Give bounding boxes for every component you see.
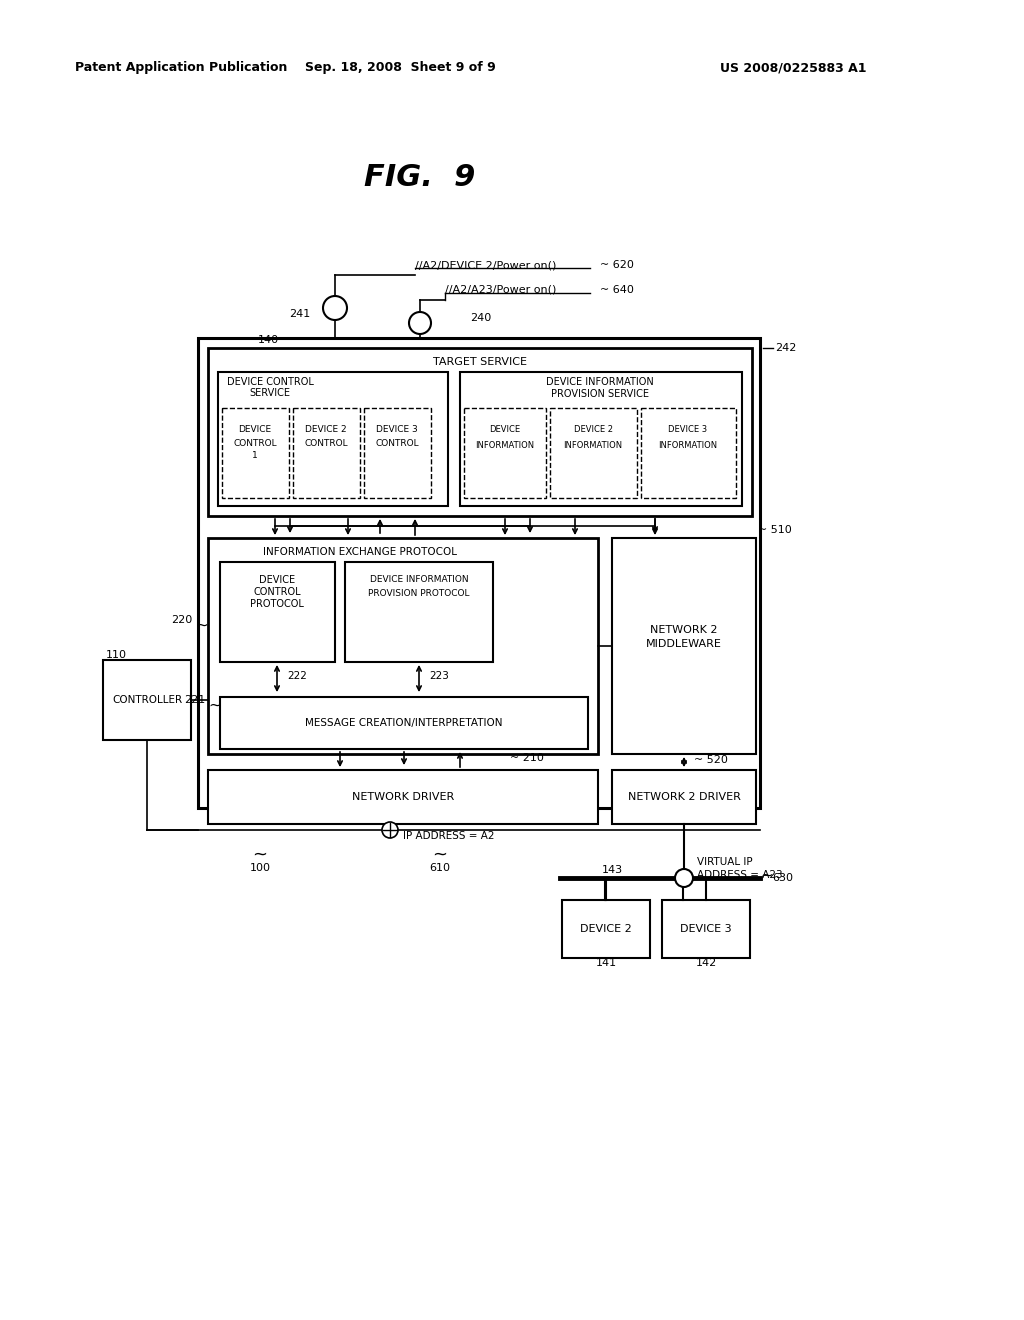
Text: DEVICE 3: DEVICE 3 [376,425,418,434]
Text: 610: 610 [429,863,451,873]
Text: ~: ~ [253,846,267,865]
Text: 1: 1 [252,451,258,461]
Text: INFORMATION: INFORMATION [475,441,535,450]
Text: 110: 110 [106,649,127,660]
Text: VIRTUAL IP: VIRTUAL IP [697,857,753,867]
Text: DEVICE 2: DEVICE 2 [573,425,612,434]
Text: //A2/A23/Power on(): //A2/A23/Power on() [445,285,556,294]
Text: ADDRESS = A23: ADDRESS = A23 [697,870,782,880]
Text: PROVISION PROTOCOL: PROVISION PROTOCOL [369,589,470,598]
Text: CONTROL: CONTROL [304,438,348,447]
Text: DEVICE 3: DEVICE 3 [680,924,732,935]
Text: 142: 142 [695,958,717,968]
Bar [222,408,289,498]
Text: ~ 620: ~ 620 [600,260,634,271]
Text: CONTROL: CONTROL [233,438,276,447]
Bar [218,372,449,506]
Text: INFORMATION: INFORMATION [658,441,718,450]
Bar [364,408,431,498]
Bar [198,338,760,808]
Bar [208,348,752,516]
Text: DEVICE 2: DEVICE 2 [581,924,632,935]
Bar [208,770,598,824]
Text: ~: ~ [195,618,208,632]
Bar [103,660,191,741]
Bar [220,562,335,663]
Text: ~ 210: ~ 210 [510,752,544,763]
Text: DEVICE INFORMATION: DEVICE INFORMATION [546,378,654,387]
Bar [562,900,650,958]
Text: ~: ~ [432,846,447,865]
Text: NETWORK DRIVER: NETWORK DRIVER [352,792,454,803]
Bar [662,900,750,958]
Bar [550,408,637,498]
Bar [220,697,588,748]
Text: 222: 222 [287,671,307,681]
Text: 241: 241 [289,309,310,319]
Text: ~ 510: ~ 510 [758,525,792,535]
Text: ~: ~ [208,697,221,713]
Circle shape [382,822,398,838]
Text: 140: 140 [257,335,279,345]
Text: NETWORK 2 DRIVER: NETWORK 2 DRIVER [628,792,740,803]
Text: Sep. 18, 2008  Sheet 9 of 9: Sep. 18, 2008 Sheet 9 of 9 [304,62,496,74]
Text: 143: 143 [601,865,623,875]
Text: IP ADDRESS = A2: IP ADDRESS = A2 [403,832,495,841]
Text: 223: 223 [429,671,449,681]
Text: 221: 221 [183,696,205,705]
Text: 141: 141 [595,958,616,968]
Text: PROVISION SERVICE: PROVISION SERVICE [551,389,649,399]
Text: CONTROL: CONTROL [253,587,301,597]
Text: DEVICE: DEVICE [489,425,520,434]
Text: DEVICE 2: DEVICE 2 [305,425,347,434]
Text: 242: 242 [775,343,797,352]
Text: 630: 630 [772,873,793,883]
Text: PROTOCOL: PROTOCOL [250,599,304,609]
Text: 220: 220 [171,615,193,624]
Text: FIG.  9: FIG. 9 [365,164,476,193]
Text: MIDDLEWARE: MIDDLEWARE [646,639,722,649]
Bar [293,408,360,498]
Text: 100: 100 [250,863,270,873]
Bar [460,372,742,506]
Circle shape [323,296,347,319]
Bar [464,408,546,498]
Text: US 2008/0225883 A1: US 2008/0225883 A1 [720,62,866,74]
Text: ~ 520: ~ 520 [694,755,728,766]
Text: 240: 240 [470,313,492,323]
Bar [612,539,756,754]
Circle shape [675,869,693,887]
Text: INFORMATION: INFORMATION [563,441,623,450]
Bar [345,562,493,663]
Text: CONTROLLER: CONTROLLER [112,696,182,705]
Text: INFORMATION EXCHANGE PROTOCOL: INFORMATION EXCHANGE PROTOCOL [263,546,457,557]
Text: TARGET SERVICE: TARGET SERVICE [433,356,527,367]
Text: DEVICE: DEVICE [259,576,295,585]
Text: DEVICE INFORMATION: DEVICE INFORMATION [370,576,468,585]
Circle shape [409,312,431,334]
Text: ~: ~ [760,867,773,883]
Text: //A2/DEVICE 2/Power on(): //A2/DEVICE 2/Power on() [415,260,556,271]
Text: ~ 640: ~ 640 [600,285,634,294]
Text: MESSAGE CREATION/INTERPRETATION: MESSAGE CREATION/INTERPRETATION [305,718,503,729]
Bar [208,539,598,754]
Bar [612,770,756,824]
Text: SERVICE: SERVICE [250,388,291,399]
Text: Patent Application Publication: Patent Application Publication [75,62,288,74]
Text: DEVICE CONTROL: DEVICE CONTROL [226,378,313,387]
Text: DEVICE: DEVICE [239,425,271,434]
Text: DEVICE 3: DEVICE 3 [669,425,708,434]
Text: CONTROL: CONTROL [375,438,419,447]
Bar [641,408,736,498]
Text: NETWORK 2: NETWORK 2 [650,624,718,635]
